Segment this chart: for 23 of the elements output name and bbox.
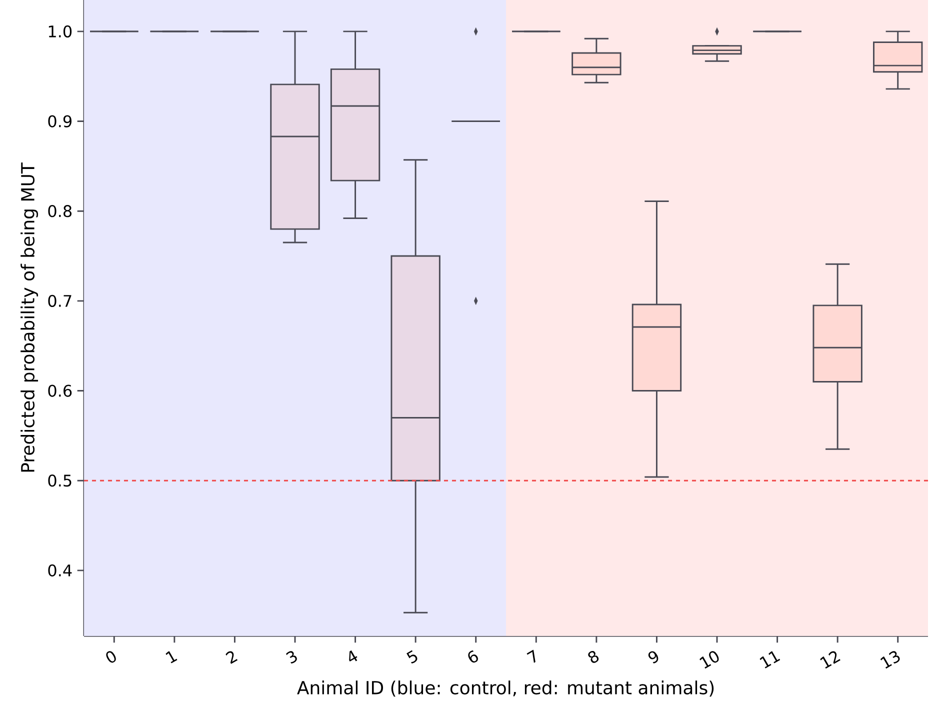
- x-axis-title: Animal ID (blue: control, red: mutant animals): [297, 680, 714, 697]
- x-tick-label: 4: [349, 650, 358, 662]
- x-tick-label: 8: [588, 650, 599, 663]
- y-tick-label: 0.7: [48, 294, 72, 307]
- x-tick-label: 13: [880, 651, 900, 669]
- x-tick-label: 9: [648, 651, 658, 664]
- x-tick-label: 2: [226, 651, 238, 664]
- x-tick-label: 1: [166, 651, 178, 664]
- y-axis-title: Predicted probability of being MUT: [20, 162, 38, 472]
- y-tick-label: 0.9: [48, 115, 72, 128]
- y-tick-label: 1.0: [48, 25, 72, 38]
- y-tick-label: 0.4: [48, 564, 72, 576]
- x-tick-label: 6: [468, 650, 478, 663]
- x-tick-label: 11: [760, 651, 780, 668]
- x-tick-label: 3: [286, 651, 297, 664]
- x-tick-label: 7: [526, 650, 536, 663]
- x-tick-label: 5: [406, 650, 418, 664]
- y-tick-label: 0.5: [48, 474, 72, 487]
- x-tick-label: 12: [820, 651, 840, 669]
- x-tick-label: 0: [106, 651, 116, 663]
- x-tick-label: 10: [700, 651, 719, 669]
- y-tick-label: 0.8: [48, 205, 72, 218]
- y-tick-label: 0.6: [48, 384, 72, 397]
